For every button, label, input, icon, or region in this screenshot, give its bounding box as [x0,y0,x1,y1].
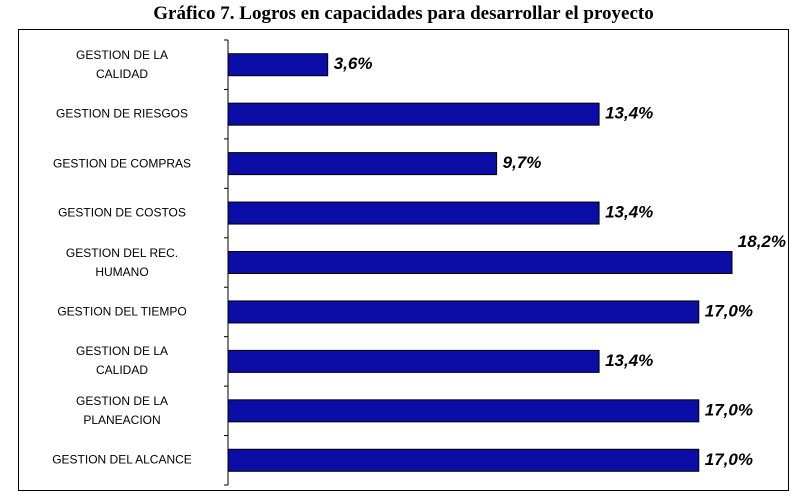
bar [227,349,600,373]
value-label: 13,4% [605,351,653,370]
bar [227,399,700,423]
value-label: 18,2% [738,232,786,251]
category-label: GESTION DE RIESGOS [55,106,189,121]
value-label: 9,7% [503,153,542,172]
chart-title: Gráfico 7. Logros en capacidades para de… [153,3,654,24]
bar [227,53,329,77]
category-label: GESTION DEL TIEMPO [57,304,187,319]
bar [227,102,600,126]
bar [227,300,700,324]
category-label: GESTION DE LA CALIDAD [75,47,169,81]
category-label: GESTION DE LA PLANEACION [75,393,169,427]
value-label: 13,4% [605,104,653,123]
bar [227,251,733,274]
category-label: GESTION DE COSTOS [58,205,186,220]
category-label: GESTION DE LA CALIDAD [75,344,169,378]
chart-frame [18,29,789,491]
value-label: 17,0% [705,400,753,419]
bar [227,152,498,176]
category-label: GESTION DE COMPRAS [52,156,192,171]
bar [227,448,700,472]
value-label: 17,0% [705,301,753,320]
category-label: GESTION DEL ALCANCE [52,452,192,467]
value-label: 3,6% [334,54,373,73]
value-label: 13,4% [605,203,653,222]
bar [227,201,600,225]
category-label: GESTION DEL REC. HUMANO [65,245,179,279]
value-label: 17,0% [705,450,753,469]
